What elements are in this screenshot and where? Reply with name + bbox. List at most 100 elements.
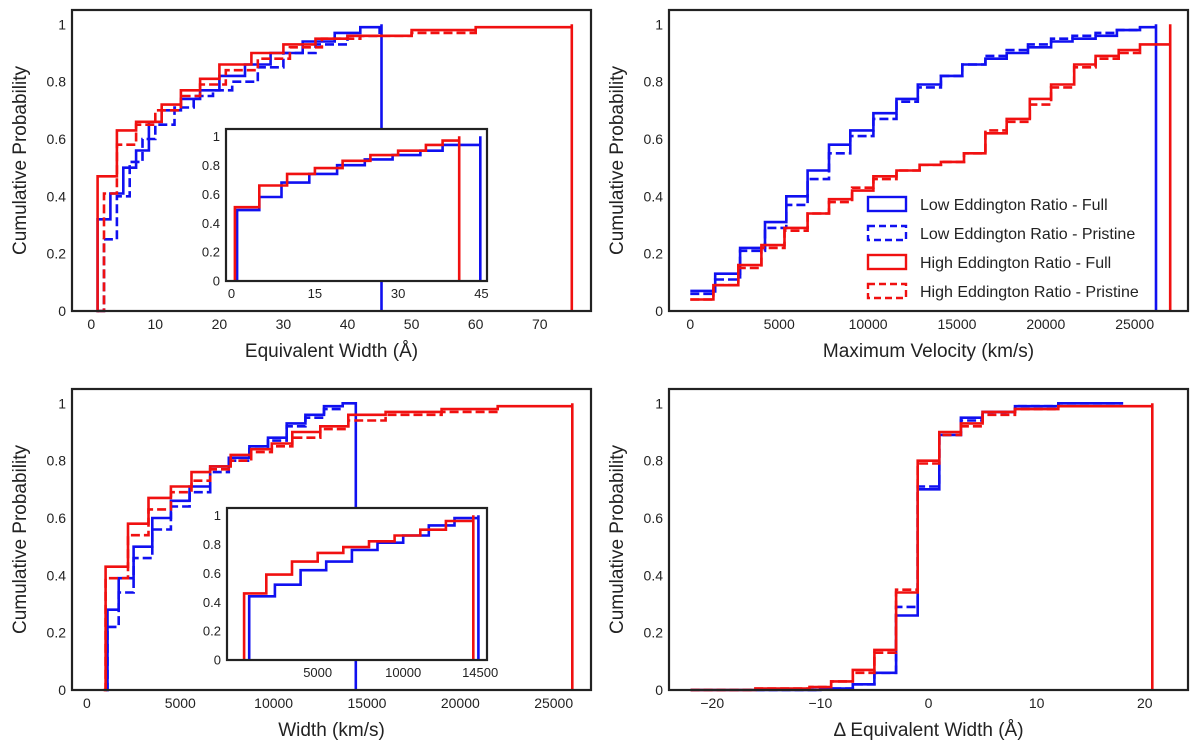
legend-swatch xyxy=(866,195,908,213)
y-axis-label: Cumulative Probability xyxy=(607,65,628,255)
inset-y-tick-label: 0.4 xyxy=(203,595,221,610)
inset-x-tick-label: 30 xyxy=(391,286,405,301)
y-tick-label: 0 xyxy=(655,682,663,698)
legend-entry-label: High Eddington Ratio - Full xyxy=(920,255,1111,272)
x-axis-label: Δ Equivalent Width (Å) xyxy=(833,720,1023,741)
inset-x-tick-label: 0 xyxy=(228,286,235,301)
y-tick-label: 0.6 xyxy=(644,131,664,147)
inset-y-tick-label: 0 xyxy=(213,274,220,289)
x-axis-label: Equivalent Width (Å) xyxy=(245,341,418,362)
legend-entry-label: Low Eddington Ratio - Pristine xyxy=(920,226,1135,243)
inset-axes: 5000 10000 14500 0 0.2 0.4 0.6 0.8 1 xyxy=(203,506,498,680)
x-tick-label: −10 xyxy=(809,695,833,711)
x-tick-label: 60 xyxy=(468,316,484,332)
x-tick-label: 30 xyxy=(276,316,292,332)
y-tick-label: 1 xyxy=(655,395,663,411)
series-low-dashed-1 xyxy=(690,27,1142,296)
inset-x-tick-label: 15 xyxy=(308,286,322,301)
x-tick-label: 10000 xyxy=(254,695,293,711)
x-tick-label: 25000 xyxy=(534,695,573,711)
x-tick-label: 0 xyxy=(87,316,95,332)
y-tick-label: 1 xyxy=(655,16,663,32)
x-tick-label: 20000 xyxy=(1026,316,1065,332)
inset-y-tick-label: 0.2 xyxy=(203,624,221,639)
axes-frame xyxy=(667,387,1190,692)
inset-background xyxy=(227,508,487,660)
y-tick-label: 0.2 xyxy=(47,625,67,641)
y-axis-label: Cumulative Probability xyxy=(10,65,31,255)
inset-y-tick-label: 1 xyxy=(214,508,221,523)
inset-series-low-solid-0 xyxy=(235,136,482,281)
inset-y-tick-label: 0.2 xyxy=(202,245,220,260)
panel-maximum-velocity: 0 5000 10000 15000 20000 25000 0 0.2 0.4 0.6 0.8 1 M… xyxy=(607,8,1190,362)
series-high-dashed-3 xyxy=(690,47,1142,301)
x-tick-label: −20 xyxy=(700,695,724,711)
inset-x-tick-label: 5000 xyxy=(303,665,332,680)
y-tick-label: 0.4 xyxy=(644,567,664,583)
series-high-dashed-3 xyxy=(690,406,1060,692)
axes-frame xyxy=(667,8,1190,313)
y-axis-label: Cumulative Probability xyxy=(10,444,31,634)
x-tick-label: 40 xyxy=(340,316,356,332)
panel-equivalent-width: 0 10 20 30 40 50 60 7000.20.40.60.81Equivalent … xyxy=(10,8,593,362)
inset-y-tick-label: 0.4 xyxy=(202,216,220,231)
y-tick-label: 1 xyxy=(58,395,66,411)
legend-entry-label: High Eddington Ratio - Pristine xyxy=(920,284,1139,301)
x-axis-label: Maximum Velocity (km/s) xyxy=(823,341,1034,362)
y-tick-label: 0 xyxy=(655,303,663,319)
inset-x-tick-label: 45 xyxy=(474,286,488,301)
x-tick-label: 50 xyxy=(404,316,420,332)
inset-series-high-solid-1 xyxy=(233,136,461,281)
x-tick-label: 5000 xyxy=(165,695,196,711)
x-tick-label: 15000 xyxy=(348,695,387,711)
x-tick-label: 10000 xyxy=(849,316,888,332)
legend-entry-label: Low Eddington Ratio - Full xyxy=(920,197,1108,214)
series-high-solid-2 xyxy=(96,24,574,313)
x-tick-label: 5000 xyxy=(764,316,795,332)
inset-axes-frame xyxy=(225,506,489,662)
y-tick-label: 0.4 xyxy=(47,188,67,204)
panel-width: 0 5000 10000 15000 20000 2500000.20.40.60.81W… xyxy=(10,387,593,741)
panel-delta-equivalent-width: −20 −10 0 10 20 0 0.2 0.4 0.6 0.8 1 Δ Equivalent Wi… xyxy=(607,387,1190,741)
y-tick-label: 0.6 xyxy=(47,510,67,526)
inset-y-tick-label: 0.6 xyxy=(203,566,221,581)
series-low-dashed-1 xyxy=(105,406,344,692)
legend-swatch xyxy=(866,253,908,271)
inset-series-high-solid-1 xyxy=(242,515,475,660)
y-tick-label: 0.4 xyxy=(644,188,664,204)
inset-x-tick-label: 10000 xyxy=(385,665,421,680)
y-tick-label: 0.6 xyxy=(644,510,664,526)
x-tick-label: 10 xyxy=(1029,695,1045,711)
inset-y-tick-label: 1 xyxy=(213,129,220,144)
x-tick-label: 10 xyxy=(148,316,164,332)
x-tick-label: 25000 xyxy=(1115,316,1154,332)
series-low-solid-0 xyxy=(690,402,1124,692)
y-tick-label: 0.8 xyxy=(47,453,67,469)
inset-y-tick-label: 0 xyxy=(214,653,221,668)
series-high-dashed-3 xyxy=(103,409,499,692)
y-tick-label: 0.6 xyxy=(47,131,67,147)
inset-y-tick-label: 0.8 xyxy=(202,158,220,173)
y-tick-label: 1 xyxy=(58,16,66,32)
y-tick-label: 0 xyxy=(58,303,66,319)
series-high-solid-2 xyxy=(690,403,1154,692)
legend-swatch xyxy=(866,282,908,300)
x-tick-label: 0 xyxy=(686,316,694,332)
x-tick-label: 70 xyxy=(532,316,548,332)
legend: Low Eddington Ratio - Full Low Eddington … xyxy=(866,195,1139,301)
inset-y-tick-label: 0.6 xyxy=(202,187,220,202)
axes-frame xyxy=(70,8,593,313)
series-high-dashed-3 xyxy=(97,30,477,313)
axes-frame xyxy=(70,387,593,692)
y-tick-label: 0.2 xyxy=(644,625,664,641)
x-tick-label: 20 xyxy=(212,316,228,332)
y-tick-label: 0.8 xyxy=(644,74,664,90)
x-axis-label: Width (km/s) xyxy=(278,720,385,741)
inset-axes-frame xyxy=(224,127,489,283)
x-tick-label: 0 xyxy=(83,695,91,711)
y-tick-label: 0.8 xyxy=(644,453,664,469)
inset-axes: 0 15 30 45 0 0.2 0.4 0.6 0.8 1 xyxy=(202,127,489,301)
y-tick-label: 0.8 xyxy=(47,74,67,90)
y-tick-label: 0.2 xyxy=(644,246,664,262)
